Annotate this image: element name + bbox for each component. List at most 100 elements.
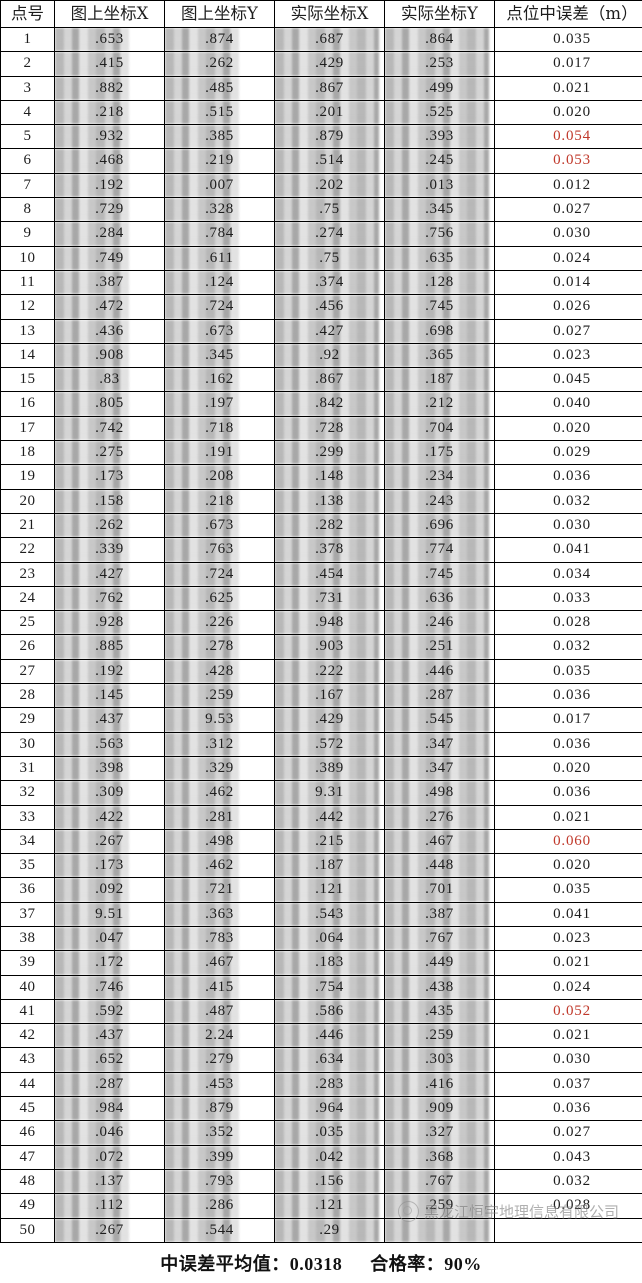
cell-real-y: .498: [385, 781, 495, 805]
cell-real-x-value: .867: [315, 371, 344, 387]
cell-map-y-value: .498: [205, 833, 234, 849]
cell-map-y: .428: [165, 659, 275, 683]
cell-point-error: 0.037: [495, 1072, 642, 1096]
cell-real-y-value: .175: [425, 444, 454, 460]
cell-point-error: 0.033: [495, 586, 642, 610]
cell-real-y: .525: [385, 100, 495, 124]
cell-point-id: 27: [1, 659, 55, 683]
cell-map-y-value: .286: [205, 1197, 234, 1213]
cell-real-x-value: 9.31: [315, 784, 344, 800]
cell-map-x-value: .436: [95, 323, 124, 339]
cell-point-error: 0.034: [495, 562, 642, 586]
cell-real-x: .446: [275, 1024, 385, 1048]
cell-map-x: .422: [55, 805, 165, 829]
cell-real-x: .121: [275, 1194, 385, 1218]
cell-real-y-value: .251: [425, 638, 454, 654]
summary-bar: 中误差平均值： 0.0318 合格率： 90%: [0, 1243, 642, 1283]
cell-real-x: .75: [275, 198, 385, 222]
cell-real-y-value: .467: [425, 833, 454, 849]
cell-real-y-value: .365: [425, 347, 454, 363]
cell-real-x-value: .456: [315, 298, 344, 314]
cell-real-y: .365: [385, 343, 495, 367]
cell-real-y-value: .704: [425, 420, 454, 436]
cell-map-x: .262: [55, 513, 165, 537]
cell-real-x: .29: [275, 1218, 385, 1242]
cell-map-x-value: .173: [95, 468, 124, 484]
cell-point-id: 41: [1, 999, 55, 1023]
cell-point-id: 42: [1, 1024, 55, 1048]
cell-point-error: 0.017: [495, 708, 642, 732]
cell-map-y: .485: [165, 76, 275, 100]
cell-real-x-value: .514: [315, 152, 344, 168]
cell-map-x-value: .137: [95, 1173, 124, 1189]
cell-real-y: .387: [385, 902, 495, 926]
cell-point-id: 47: [1, 1145, 55, 1169]
cell-map-y-value: .428: [205, 663, 234, 679]
cell-real-x: .543: [275, 902, 385, 926]
cell-real-x-value: .378: [315, 541, 344, 557]
cell-map-y: .278: [165, 635, 275, 659]
cell-point-id: 38: [1, 926, 55, 950]
cell-real-x-value: .282: [315, 517, 344, 533]
cell-map-y: .673: [165, 319, 275, 343]
cell-map-x: .267: [55, 1218, 165, 1242]
cell-point-error: 0.036: [495, 732, 642, 756]
cell-real-y: .243: [385, 489, 495, 513]
cell-point-id: 39: [1, 951, 55, 975]
cell-map-x-value: .398: [95, 760, 124, 776]
cell-map-x-value: .112: [95, 1197, 123, 1213]
cell-real-y: .287: [385, 684, 495, 708]
cell-point-error: 0.036: [495, 781, 642, 805]
cell-point-error: 0.030: [495, 222, 642, 246]
cell-map-x-value: .882: [95, 80, 124, 96]
cell-map-x: .83: [55, 368, 165, 392]
cell-real-y-value: .636: [425, 590, 454, 606]
cell-point-id: 13: [1, 319, 55, 343]
cell-map-x: .932: [55, 125, 165, 149]
cell-map-y: .162: [165, 368, 275, 392]
cell-point-error: 0.020: [495, 416, 642, 440]
cell-real-y-value: .448: [425, 857, 454, 873]
cell-map-x: .472: [55, 295, 165, 319]
cell-map-x: .218: [55, 100, 165, 124]
cell-point-id: 32: [1, 781, 55, 805]
cell-real-y-value: .767: [425, 1173, 454, 1189]
cell-map-x: .762: [55, 586, 165, 610]
cell-real-y-value: .013: [425, 177, 454, 193]
cell-real-y-value: .416: [425, 1076, 454, 1092]
cell-real-y: .013: [385, 173, 495, 197]
cell-real-x-value: .687: [315, 31, 344, 47]
cell-map-x: .145: [55, 684, 165, 708]
cell-point-id: 19: [1, 465, 55, 489]
cell-real-x: .427: [275, 319, 385, 343]
cell-map-y: .673: [165, 513, 275, 537]
cell-map-y-value: .485: [205, 80, 234, 96]
cell-real-x-value: .167: [315, 687, 344, 703]
cell-real-y: .393: [385, 125, 495, 149]
cell-point-error: 0.036: [495, 1097, 642, 1121]
cell-map-x: .158: [55, 489, 165, 513]
cell-map-y-value: .625: [205, 590, 234, 606]
cell-map-y-value: .611: [205, 250, 233, 266]
cell-map-x: .592: [55, 999, 165, 1023]
cell-real-y: .635: [385, 246, 495, 270]
cell-map-y-value: .415: [205, 979, 234, 995]
cell-map-x: .398: [55, 756, 165, 780]
cell-map-x: .563: [55, 732, 165, 756]
cell-real-x: .167: [275, 684, 385, 708]
cell-map-y: .718: [165, 416, 275, 440]
cell-real-y: .756: [385, 222, 495, 246]
cell-map-y-value: .312: [205, 736, 234, 752]
cell-real-x: .634: [275, 1048, 385, 1072]
cell-map-y: .399: [165, 1145, 275, 1169]
cell-real-x: .187: [275, 854, 385, 878]
